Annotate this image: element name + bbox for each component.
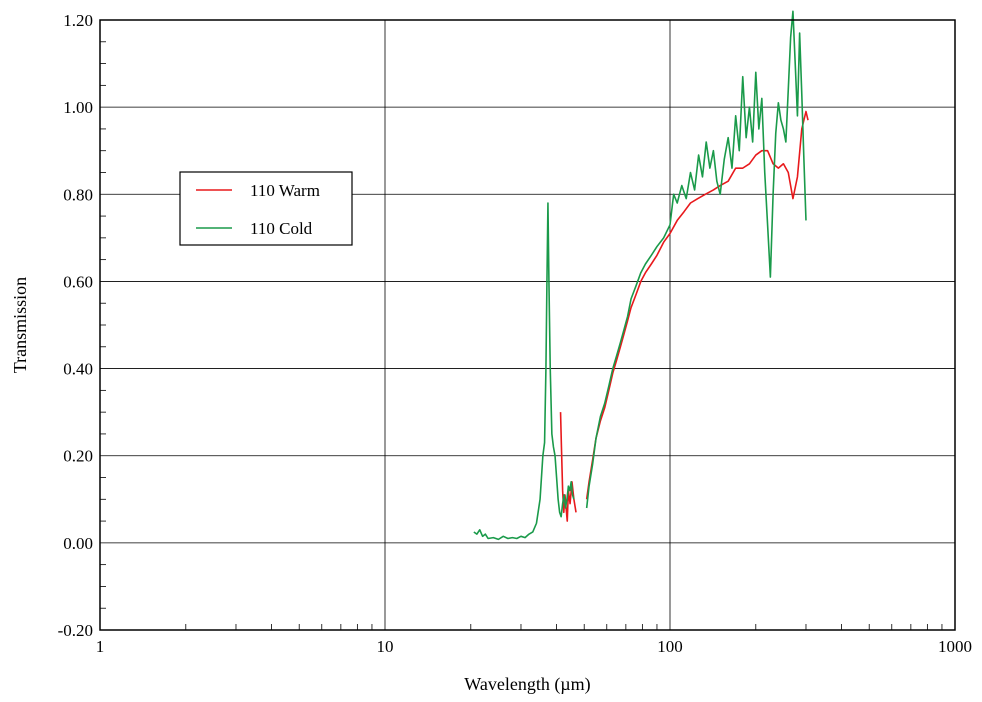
x-axis-title: Wavelength (µm) bbox=[464, 674, 590, 695]
gridlines bbox=[99, 19, 956, 631]
legend: 110 Warm 110 Cold bbox=[179, 171, 353, 246]
series-110-warm-line-segment-1 bbox=[585, 110, 809, 500]
y-axis-tick-labels: -0.20 0.00 0.20 0.40 0.60 0.80 1.00 1.20 bbox=[58, 11, 93, 640]
y-tick-label-5: 0.80 bbox=[63, 185, 93, 204]
x-axis-tick-labels: 1 10 100 1000 bbox=[96, 637, 972, 656]
x-tick-label-0: 1 bbox=[96, 637, 105, 656]
y-tick-label-0: -0.20 bbox=[58, 621, 93, 640]
x-tick-label-3: 1000 bbox=[938, 637, 972, 656]
plot-frame bbox=[99, 19, 956, 631]
legend-label-110-cold: 110 Cold bbox=[250, 219, 313, 238]
y-tick-label-7: 1.20 bbox=[63, 11, 93, 30]
y-tick-label-4: 0.60 bbox=[63, 272, 93, 291]
y-tick-label-3: 0.40 bbox=[63, 360, 93, 379]
x-tick-label-1: 10 bbox=[377, 637, 394, 656]
y-axis-title: Transmission bbox=[10, 277, 30, 373]
series-110-cold-line-segment-1 bbox=[585, 10, 807, 509]
legend-label-110-warm: 110 Warm bbox=[250, 181, 320, 200]
legend-box bbox=[179, 171, 353, 246]
series-lines bbox=[473, 10, 809, 541]
x-tick-label-2: 100 bbox=[657, 637, 683, 656]
series-110-cold-line-segment-0 bbox=[473, 202, 575, 541]
series-110-warm-line-segment-0 bbox=[559, 412, 577, 522]
y-tick-label-1: 0.00 bbox=[63, 534, 93, 553]
y-tick-label-6: 1.00 bbox=[63, 98, 93, 117]
y-tick-label-2: 0.20 bbox=[63, 447, 93, 466]
minor-ticks bbox=[100, 41, 943, 630]
